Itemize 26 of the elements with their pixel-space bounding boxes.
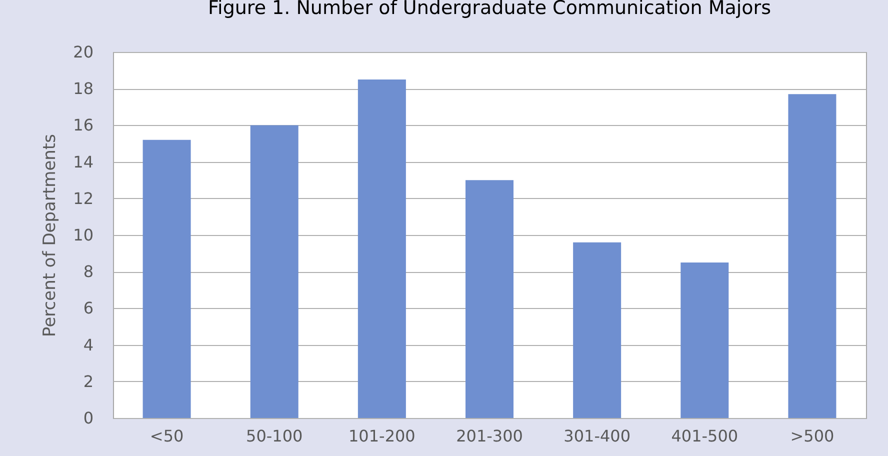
bar: [466, 180, 514, 418]
x-tick-label: >500: [790, 426, 834, 446]
y-tick-label: 18: [73, 79, 94, 98]
y-tick-label: 4: [83, 335, 94, 354]
y-tick-label: 0: [83, 408, 94, 428]
bar: [573, 242, 622, 418]
bar: [358, 79, 406, 418]
x-tick-label: 50-100: [246, 426, 303, 446]
bar: [680, 262, 729, 418]
x-tick-label: <50: [150, 426, 184, 446]
y-tick-label: 20: [73, 42, 94, 62]
bar: [250, 125, 298, 418]
x-tick-label: 101-200: [348, 426, 416, 446]
x-tick-label: 401-500: [671, 426, 738, 446]
y-tick-label: 12: [73, 188, 94, 208]
y-tick-label: 14: [73, 152, 94, 172]
y-tick-label: 6: [83, 298, 94, 318]
y-tick-label: 2: [83, 372, 94, 391]
y-axis-title: Percent of Departments: [40, 134, 60, 337]
bar: [142, 140, 191, 418]
y-tick-label: 10: [73, 226, 94, 244]
x-tick-label: 201-300: [456, 426, 523, 446]
bar: [788, 94, 836, 418]
y-tick-label: 16: [73, 116, 94, 135]
y-tick-label: 8: [83, 262, 94, 282]
x-tick-label: 301-400: [564, 426, 630, 446]
